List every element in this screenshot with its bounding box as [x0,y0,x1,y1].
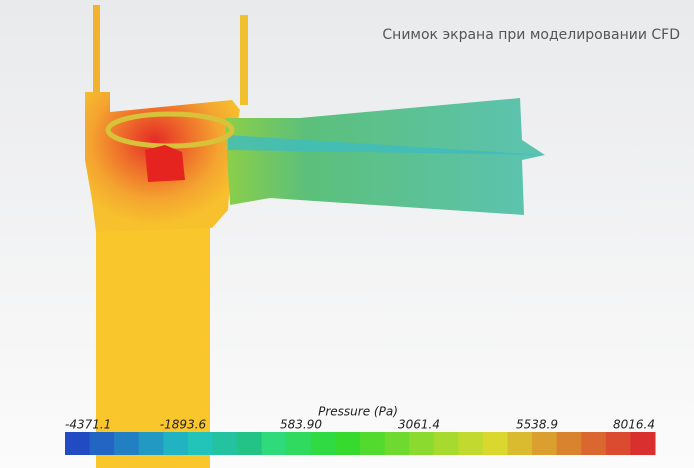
colorbar-swatch [114,432,140,455]
colorbar-tick-label: 583.90 [280,418,322,432]
colorbar-swatch [630,432,656,455]
colorbar-swatch [310,432,336,455]
colorbar-swatch [384,432,410,455]
colorbar-swatch [163,432,189,455]
ring [105,111,235,149]
right-rod [240,15,248,105]
colorbar-swatch [409,432,435,455]
duct-plane [228,135,545,155]
colorbar-title: Pressure (Pa) [318,405,398,419]
colorbar-swatch [286,432,312,455]
colorbar-tick-label: 5538.9 [516,418,558,432]
colorbar-tick-label: 3061.4 [398,418,440,432]
colorbar-swatch [360,432,386,455]
colorbar-swatch [335,432,361,455]
colorbar-swatch [556,432,582,455]
colorbar-swatch [261,432,287,455]
hot-spot [145,145,185,182]
colorbar-tick-label: 8016.4 [613,418,655,432]
colorbar-swatch [89,432,115,455]
colorbar-swatch [433,432,459,455]
colorbar-swatch [532,432,558,455]
colorbar-tick-label: -1893.6 [160,418,207,432]
cfd-model [85,5,545,468]
colorbar-swatch [605,432,631,455]
colorbar-swatch [581,432,607,455]
colorbar: -4371.1 -1893.6 583.90 3061.4 5538.9 8016.4 [65,418,656,455]
pipe [96,225,210,468]
colorbar-swatch [212,432,238,455]
colorbar-swatch [237,432,263,455]
colorbar-swatch [65,432,91,455]
duct [225,98,545,215]
colorbar-swatch [507,432,533,455]
left-rod [93,5,100,95]
colorbar-swatch [138,432,164,455]
colorbar-swatch [458,432,484,455]
caption: Снимок экрана при моделировании CFD [382,27,680,43]
colorbar-tick-label: -4371.1 [65,418,111,432]
colorbar-swatch [482,432,508,455]
colorbar-swatch [187,432,213,455]
